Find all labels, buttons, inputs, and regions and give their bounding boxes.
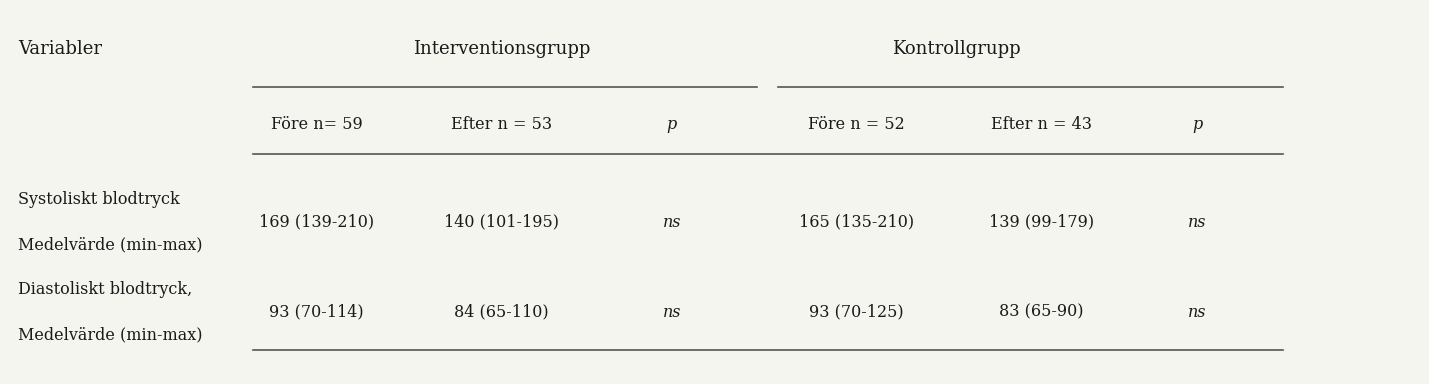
Text: Systoliskt blodtryck: Systoliskt blodtryck <box>19 191 180 208</box>
Text: 165 (135-210): 165 (135-210) <box>799 214 915 230</box>
Text: Medelvärde (min-max): Medelvärde (min-max) <box>19 236 203 253</box>
Text: Före n= 59: Före n= 59 <box>272 116 363 133</box>
Text: ns: ns <box>663 214 682 230</box>
Text: Efter n = 43: Efter n = 43 <box>990 116 1092 133</box>
Text: Kontrollgrupp: Kontrollgrupp <box>892 40 1020 58</box>
Text: 93 (70-114): 93 (70-114) <box>270 304 364 321</box>
Text: ns: ns <box>1189 214 1206 230</box>
Text: ns: ns <box>1189 304 1206 321</box>
Text: Variabler: Variabler <box>19 40 103 58</box>
Text: p: p <box>667 116 677 133</box>
Text: 83 (65-90): 83 (65-90) <box>999 304 1083 321</box>
Text: 169 (139-210): 169 (139-210) <box>259 214 374 230</box>
Text: 139 (99-179): 139 (99-179) <box>989 214 1093 230</box>
Text: Diastoliskt blodtryck,: Diastoliskt blodtryck, <box>19 281 193 298</box>
Text: Interventionsgrupp: Interventionsgrupp <box>413 40 590 58</box>
Text: 140 (101-195): 140 (101-195) <box>444 214 559 230</box>
Text: Före n = 52: Före n = 52 <box>809 116 905 133</box>
Text: 84 (65-110): 84 (65-110) <box>454 304 549 321</box>
Text: 93 (70-125): 93 (70-125) <box>809 304 905 321</box>
Text: Efter n = 53: Efter n = 53 <box>450 116 552 133</box>
Text: ns: ns <box>663 304 682 321</box>
Text: p: p <box>1192 116 1203 133</box>
Text: Medelvärde (min-max): Medelvärde (min-max) <box>19 326 203 343</box>
